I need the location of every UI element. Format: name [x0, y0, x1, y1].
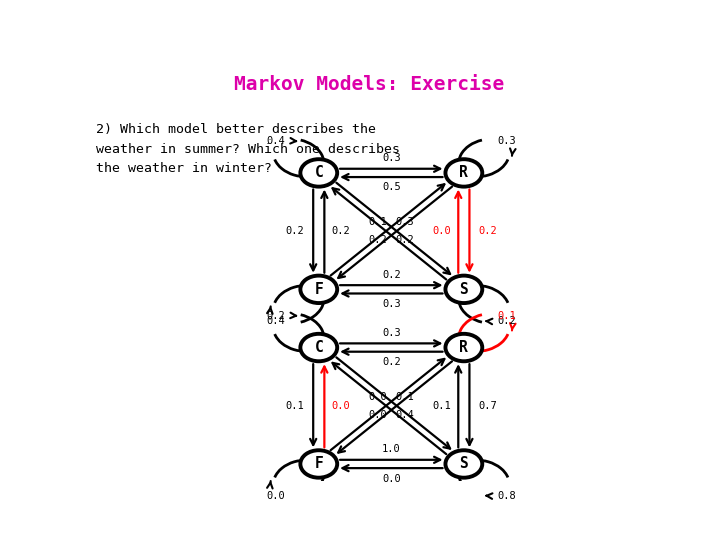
Circle shape	[300, 159, 337, 187]
Circle shape	[446, 159, 482, 187]
Text: 0.1: 0.1	[497, 310, 516, 321]
Text: 0.3: 0.3	[395, 217, 414, 227]
Text: 0.7: 0.7	[478, 401, 497, 411]
Text: R: R	[459, 340, 468, 355]
Circle shape	[300, 334, 337, 361]
Circle shape	[446, 450, 482, 478]
Text: 0.5: 0.5	[382, 183, 401, 192]
Text: 0.0: 0.0	[369, 392, 387, 402]
Text: 0.2: 0.2	[395, 235, 414, 245]
Circle shape	[446, 275, 482, 303]
Text: 0.3: 0.3	[382, 328, 401, 338]
Text: 0.4: 0.4	[395, 410, 414, 420]
Text: 0.4: 0.4	[267, 136, 286, 146]
Text: Markov Models: Exercise: Markov Models: Exercise	[234, 75, 504, 94]
Text: 0.2: 0.2	[382, 357, 401, 367]
Text: 0.1: 0.1	[432, 401, 451, 411]
Text: 0.1: 0.1	[369, 217, 387, 227]
Circle shape	[446, 334, 482, 361]
Text: 0.0: 0.0	[267, 491, 286, 501]
Circle shape	[300, 450, 337, 478]
Text: F: F	[315, 456, 323, 471]
Text: 1.0: 1.0	[382, 444, 401, 454]
Text: 0.3: 0.3	[497, 136, 516, 146]
Text: 0.1: 0.1	[286, 401, 305, 411]
Text: 0.1: 0.1	[395, 392, 414, 402]
Text: 0.2: 0.2	[478, 226, 497, 236]
Text: 0.0: 0.0	[369, 410, 387, 420]
Text: 0.4: 0.4	[267, 316, 286, 326]
Text: C: C	[315, 340, 323, 355]
Text: 0.3: 0.3	[382, 299, 401, 309]
Text: 0.2: 0.2	[497, 316, 516, 326]
Text: S: S	[459, 456, 468, 471]
Text: R: R	[459, 165, 468, 180]
Circle shape	[300, 275, 337, 303]
Text: 0.2: 0.2	[369, 235, 387, 245]
Text: 0.0: 0.0	[382, 474, 401, 483]
Text: C: C	[315, 165, 323, 180]
Text: 0.2: 0.2	[267, 310, 286, 321]
Text: 0.0: 0.0	[332, 401, 351, 411]
Text: 0.2: 0.2	[286, 226, 305, 236]
Text: 0.2: 0.2	[382, 270, 401, 280]
Text: 0.3: 0.3	[382, 153, 401, 163]
Text: 2) Which model better describes the
weather in summer? Which one describes
the w: 2) Which model better describes the weat…	[96, 123, 400, 175]
Text: 0.8: 0.8	[497, 491, 516, 501]
Text: F: F	[315, 282, 323, 297]
Text: 0.0: 0.0	[432, 226, 451, 236]
Text: S: S	[459, 282, 468, 297]
Text: 0.2: 0.2	[332, 226, 351, 236]
